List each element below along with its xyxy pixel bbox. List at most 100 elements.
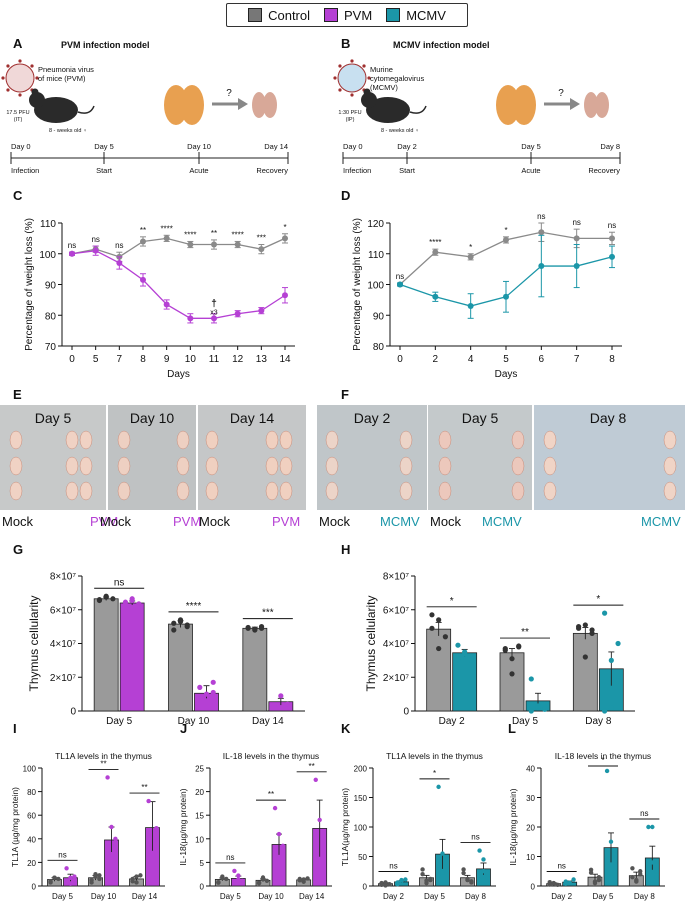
data-point-control <box>256 880 262 886</box>
data-point-pvm <box>136 601 142 607</box>
series-line-control <box>71 237 286 258</box>
bar-control <box>168 623 193 712</box>
virus-spike-icon <box>350 93 354 97</box>
photo-f-mcmv-label: MCMV <box>380 514 420 529</box>
panel-letter-i: I <box>13 721 17 736</box>
virus-spike-icon <box>30 64 34 68</box>
timeline-event: Start <box>399 166 416 175</box>
data-point-pvm <box>105 862 110 867</box>
y-tick-label: 15 <box>195 812 204 821</box>
x-tick-label: 5 <box>93 354 99 365</box>
virus-spike-icon <box>333 76 337 80</box>
thymus-lobe-icon <box>180 85 204 125</box>
y-tick-label: 100 <box>39 250 56 261</box>
y-tick-label: 2×10⁷ <box>383 673 410 684</box>
x-tick-label: Day 8 <box>465 892 486 901</box>
data-point-control <box>429 625 435 631</box>
x-tick-label: Day 5 <box>106 716 133 727</box>
mouse-age-label: 8 - weeks old ♀ <box>49 128 87 134</box>
timeline-day: Day 5 <box>521 142 541 151</box>
thymus-photo-lobe <box>265 481 279 501</box>
thymus-photo-lobe <box>117 430 131 450</box>
thymus-photo-lobe <box>325 456 339 476</box>
timeline-event: Infection <box>343 166 371 175</box>
significance-label: ns <box>115 241 123 250</box>
y-tick-label: 2×10⁷ <box>50 673 77 684</box>
data-point-mcmv <box>481 857 486 862</box>
thymus-photo-lobe <box>65 430 79 450</box>
x-tick-label: 0 <box>69 354 75 365</box>
data-point-pvm <box>187 315 194 322</box>
data-point-pvm <box>150 850 155 856</box>
virus-spike-icon <box>6 88 10 92</box>
y-tick-label: 20 <box>195 788 204 797</box>
legend-swatch-mcmv <box>386 8 401 22</box>
y-tick-label: 100 <box>367 281 384 292</box>
thymus-small-icon <box>584 92 598 118</box>
x-tick-label: Day 2 <box>439 716 466 727</box>
thymus-photo-lobe <box>117 481 131 501</box>
data-point-control <box>630 874 635 880</box>
timeline-day: Day 0 <box>343 142 363 151</box>
data-point-control <box>216 880 221 885</box>
virus-label: (MCMV) <box>370 83 398 92</box>
data-point-mcmv <box>440 851 445 856</box>
panel-letter-j: J <box>180 721 187 736</box>
data-point-mcmv <box>654 869 659 874</box>
data-point-pvm <box>146 798 151 804</box>
data-point-mcmv <box>608 705 614 711</box>
y-tick-label: 90 <box>45 281 57 292</box>
data-point-control <box>551 881 556 886</box>
data-point-control <box>140 238 146 245</box>
data-point-mcmv <box>602 610 608 616</box>
thymus-photo-lobe <box>543 481 557 501</box>
y-tick-label: 30 <box>526 794 535 803</box>
y-axis-label: IL-18(µg/mg protein) <box>508 788 518 865</box>
data-point-control <box>97 876 102 882</box>
thymus-photo-lobe <box>511 481 525 501</box>
data-point-control <box>424 880 429 886</box>
x-tick-label: 10 <box>185 354 197 365</box>
data-point-control <box>282 235 288 242</box>
data-point-mcmv <box>615 678 621 684</box>
mouse-ear-icon <box>363 88 371 96</box>
x-tick-label: Day 5 <box>220 892 241 901</box>
mouse-head-icon <box>361 92 377 108</box>
legend-label-pvm: PVM <box>344 7 373 23</box>
x-tick-label: Day 8 <box>634 892 655 901</box>
timeline-event: Recovery <box>588 166 620 175</box>
data-point-mcmv <box>403 877 408 882</box>
data-point-control <box>634 877 639 883</box>
photo-f-mcmv-label: MCMV <box>641 514 681 529</box>
thymus-photo-lobe <box>279 456 293 476</box>
data-point-mcmv <box>646 824 651 830</box>
thymus-photo-lobe <box>176 481 190 501</box>
x-tick-label: 12 <box>232 354 244 365</box>
y-tick-label: 6×10⁷ <box>383 605 410 616</box>
thymus-photo-lobe <box>279 481 293 501</box>
data-point-control <box>502 647 508 653</box>
data-point-mcmv <box>612 860 618 865</box>
data-point-control <box>52 875 57 880</box>
data-point-pvm <box>272 850 278 856</box>
data-point-mcmv <box>608 839 614 844</box>
significance-label: **** <box>186 601 202 612</box>
y-tick-label: 6×10⁷ <box>50 605 77 616</box>
x-tick-label: Day 8 <box>585 716 612 727</box>
data-point-control <box>467 253 474 260</box>
virus-label: Pneumonia virus <box>38 65 94 74</box>
data-point-control <box>220 875 225 881</box>
thymus-photo-lobe <box>438 481 452 501</box>
data-point-mcmv <box>397 281 403 288</box>
thymus-photo-lobe <box>663 430 677 450</box>
legend-label-mcmv: MCMV <box>406 7 446 23</box>
data-point-mcmv <box>528 708 534 714</box>
y-tick-label: 110 <box>368 250 384 261</box>
y-tick-label: 0 <box>403 707 409 718</box>
data-point-pvm <box>284 701 291 707</box>
data-point-mcmv <box>604 768 610 774</box>
virus-icon <box>5 63 35 93</box>
data-point-control <box>420 867 425 872</box>
data-point-pvm <box>317 817 322 823</box>
timeline-day: Day 0 <box>11 142 31 151</box>
